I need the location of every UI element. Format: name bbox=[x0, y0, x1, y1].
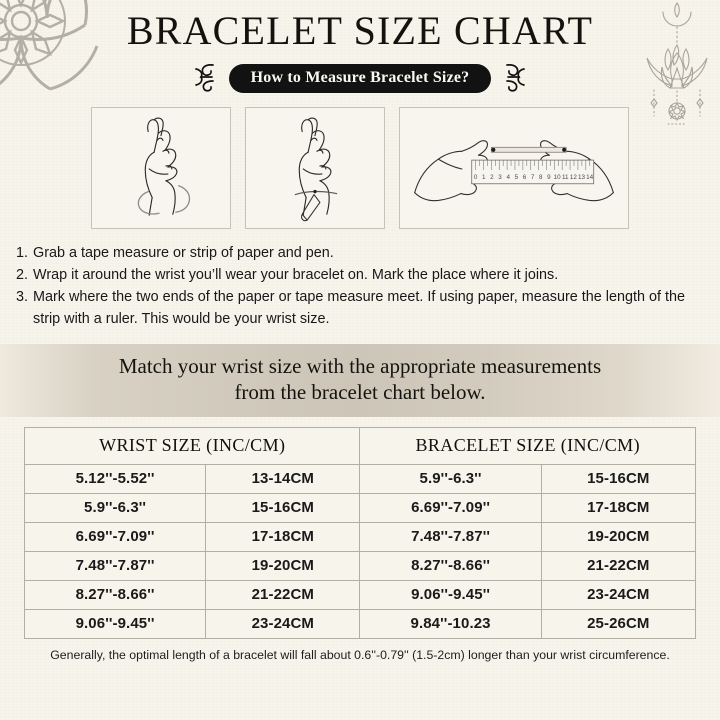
measurement-steps: 1. Grab a tape measure or strip of paper… bbox=[0, 243, 720, 331]
footnote: Generally, the optimal length of a brace… bbox=[50, 648, 670, 663]
size-table: WRIST SIZE (INC/CM) BRACELET SIZE (INC/C… bbox=[23, 427, 697, 640]
ruler-tick-label: 5 bbox=[515, 174, 519, 181]
step-item: 1. Grab a tape measure or strip of paper… bbox=[16, 243, 702, 265]
ruler-tick-label: 6 bbox=[523, 174, 527, 181]
wrist-size-cm: 17-18CM bbox=[205, 522, 361, 553]
wrist-size-cm: 21-22CM bbox=[205, 580, 361, 611]
table-row: 5.12''-5.52'' 13-14CM 5.9''-6.3'' 15-16CM bbox=[23, 464, 697, 495]
ruler-tick-label: 2 bbox=[490, 174, 494, 181]
ruler-tick-label: 12 bbox=[570, 174, 577, 181]
bracelet-size-inches: 9.06''-9.45'' bbox=[359, 580, 542, 611]
wrist-size-inches: 7.48''-7.87'' bbox=[23, 551, 207, 582]
step-text: Grab a tape measure or strip of paper an… bbox=[33, 245, 334, 261]
lotus-ornament bbox=[646, 2, 708, 125]
wrist-size-cm: 13-14CM bbox=[205, 464, 361, 495]
ruler-tick-label: 4 bbox=[506, 174, 510, 181]
swirl-flourish-icon bbox=[194, 64, 214, 92]
bracelet-size-cm: 21-22CM bbox=[540, 551, 697, 582]
table-row: 6.69''-7.09'' 17-18CM 7.48''-7.87'' 19-20CM bbox=[23, 522, 697, 553]
bracelet-size-cm: 23-24CM bbox=[540, 580, 697, 611]
bracelet-size-cm: 15-16CM bbox=[540, 464, 697, 495]
header: BRACELET SIZE CHART How to Measure Brace… bbox=[0, 0, 720, 95]
ruler-tick-label: 8 bbox=[539, 174, 543, 181]
step-number: 1. bbox=[16, 245, 29, 261]
badge-row: How to Measure Bracelet Size? bbox=[0, 61, 720, 95]
wrist-size-cm: 15-16CM bbox=[205, 493, 361, 524]
page-title: BRACELET SIZE CHART bbox=[126, 8, 594, 53]
header-bracelet-size: BRACELET SIZE (INC/CM) bbox=[359, 427, 696, 466]
bracelet-size-inches: 7.48''-7.87'' bbox=[359, 522, 542, 553]
header-wrist-size: WRIST SIZE (INC/CM) bbox=[23, 427, 361, 466]
bracelet-size-inches: 8.27''-8.66'' bbox=[359, 551, 542, 582]
step-item: 2. Wrap it around the wrist you’ll wear … bbox=[16, 265, 702, 287]
illustration-hand-marking-tape-with-pen bbox=[245, 107, 385, 229]
ruler-tick-label: 7 bbox=[531, 174, 535, 181]
table-header-row: WRIST SIZE (INC/CM) BRACELET SIZE (INC/C… bbox=[23, 427, 696, 466]
bracelet-size-cm: 19-20CM bbox=[540, 522, 697, 553]
match-size-banner: Match your wrist size with the appropria… bbox=[0, 343, 720, 418]
ruler-tick-label: 13 bbox=[578, 174, 585, 181]
table-row: 7.48''-7.87'' 19-20CM 8.27''-8.66'' 21-22CM bbox=[23, 551, 697, 582]
wrist-size-inches: 5.9''-6.3'' bbox=[23, 493, 207, 524]
ruler-tick-label: 10 bbox=[554, 174, 561, 181]
ruler-tick-label: 0 bbox=[474, 174, 478, 181]
banner-line-2: from the bracelet chart below. bbox=[234, 380, 486, 405]
bracelet-size-inches: 6.69''-7.09'' bbox=[359, 493, 542, 524]
illustration-hand-with-tape-loop bbox=[91, 107, 231, 229]
size-table-wrapper: WRIST SIZE (INC/CM) BRACELET SIZE (INC/C… bbox=[0, 417, 720, 640]
step-number: 2. bbox=[16, 266, 29, 283]
ruler-tick-label: 11 bbox=[562, 174, 569, 181]
how-to-measure-badge: How to Measure Bracelet Size? bbox=[228, 63, 492, 93]
mandala-ornament bbox=[0, 0, 99, 91]
illustration-panels: 0 1 2 3 4 5 6 7 8 9 10 11 12 13 14 bbox=[0, 107, 720, 229]
banner-line-1: Match your wrist size with the appropria… bbox=[118, 353, 602, 378]
bracelet-size-inches: 5.9''-6.3'' bbox=[359, 464, 542, 495]
ruler-tick-label: 14 bbox=[586, 174, 593, 181]
step-text: Wrap it around the wrist you’ll wear you… bbox=[33, 266, 559, 283]
ruler-tick-label: 1 bbox=[482, 174, 486, 181]
wrist-size-cm: 23-24CM bbox=[205, 609, 361, 640]
wrist-size-cm: 19-20CM bbox=[205, 551, 361, 582]
swirl-flourish-icon bbox=[506, 64, 526, 92]
table-row: 8.27''-8.66'' 21-22CM 9.06''-9.45'' 23-24CM bbox=[23, 580, 697, 611]
wrist-size-inches: 6.69''-7.09'' bbox=[23, 522, 207, 553]
step-number: 3. bbox=[16, 288, 29, 305]
illustration-hands-measuring-strip-with-ruler: 0 1 2 3 4 5 6 7 8 9 10 11 12 13 14 bbox=[399, 107, 629, 229]
bracelet-size-inches: 9.84''-10.23 bbox=[359, 609, 542, 640]
ruler-tick-label: 3 bbox=[498, 174, 502, 181]
bracelet-size-cm: 25-26CM bbox=[540, 609, 697, 640]
table-row: 9.06''-9.45'' 23-24CM 9.84''-10.23 25-26CM bbox=[23, 609, 697, 640]
wrist-size-inches: 5.12''-5.52'' bbox=[23, 464, 207, 495]
step-text: Mark where the two ends of the paper or … bbox=[33, 288, 685, 327]
step-item: 3. Mark where the two ends of the paper … bbox=[16, 287, 702, 331]
bracelet-size-cm: 17-18CM bbox=[540, 493, 697, 524]
table-row: 5.9''-6.3'' 15-16CM 6.69''-7.09'' 17-18CM bbox=[23, 493, 697, 524]
wrist-size-inches: 8.27''-8.66'' bbox=[23, 580, 207, 611]
wrist-size-inches: 9.06''-9.45'' bbox=[23, 609, 207, 640]
size-table-body: 5.12''-5.52'' 13-14CM 5.9''-6.3'' 15-16CM 5.… bbox=[23, 464, 697, 640]
ruler-tick-label: 9 bbox=[547, 174, 551, 181]
